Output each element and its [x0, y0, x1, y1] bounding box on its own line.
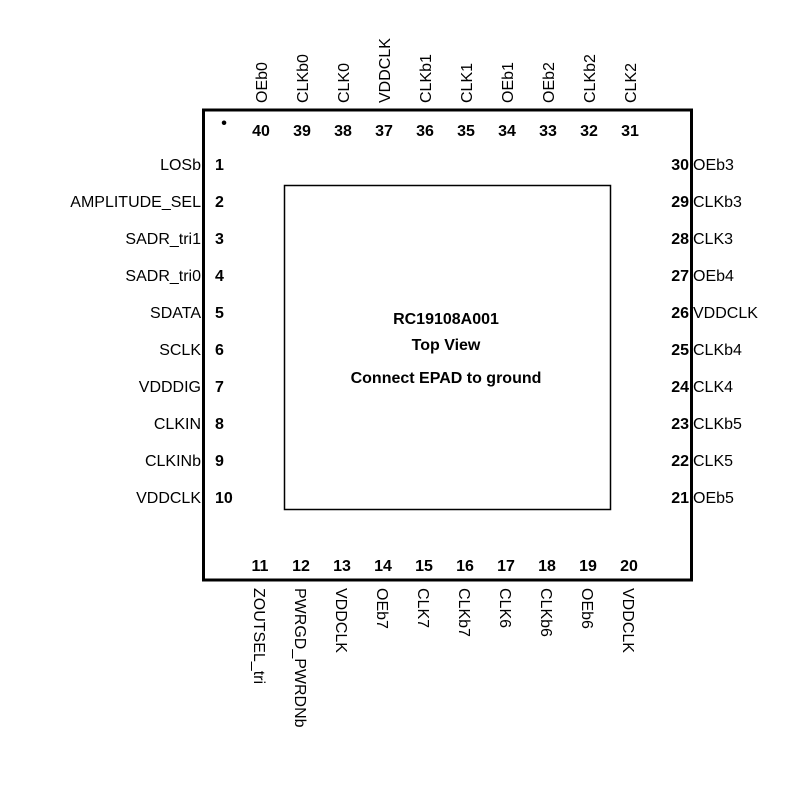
pin-number-39: 39: [293, 123, 311, 140]
pin-number-1: 1: [215, 157, 224, 174]
pin-number-20: 20: [620, 558, 638, 575]
pin-label-5: SDATA: [150, 305, 201, 322]
pin-label-9: CLKINb: [145, 453, 201, 470]
pin-number-40: 40: [252, 123, 270, 140]
view-label: Top View: [412, 337, 481, 354]
pin-label-27: OEb4: [693, 268, 734, 285]
pin-label-8: CLKIN: [154, 416, 201, 433]
pin-label-32: CLKb2: [582, 54, 599, 103]
pin-label-28: CLK3: [693, 231, 733, 248]
part-number: RC19108A001: [393, 311, 499, 328]
pin-number-12: 12: [292, 558, 310, 575]
pin-number-2: 2: [215, 194, 224, 211]
pin-label-26: VDDCLK: [693, 305, 758, 322]
pin-label-33: OEb2: [541, 62, 558, 103]
pin-number-18: 18: [538, 558, 556, 575]
pin-label-34: OEb1: [500, 62, 517, 103]
pin-label-37: VDDCLK: [377, 38, 394, 103]
pin-label-24: CLK4: [693, 379, 733, 396]
pin-label-11: ZOUTSEL_tri: [250, 588, 267, 684]
pin-number-29: 29: [671, 194, 689, 211]
pin1-marker: •: [221, 115, 227, 132]
pin-number-30: 30: [671, 157, 689, 174]
pin-number-23: 23: [671, 416, 689, 433]
pin-number-36: 36: [416, 123, 434, 140]
pin-label-10: VDDCLK: [136, 490, 201, 507]
pin-number-35: 35: [457, 123, 475, 140]
pin-number-25: 25: [671, 342, 689, 359]
pin-number-7: 7: [215, 379, 224, 396]
pin-label-20: VDDCLK: [619, 588, 636, 653]
pin-label-15: CLK7: [414, 588, 431, 628]
pin-number-3: 3: [215, 231, 224, 248]
pin-number-15: 15: [415, 558, 433, 575]
pin-label-36: CLKb1: [418, 54, 435, 103]
pin-label-39: CLKb0: [295, 54, 312, 103]
pin-label-4: SADR_tri0: [125, 268, 201, 285]
pin-label-6: SCLK: [159, 342, 201, 359]
pin-number-38: 38: [334, 123, 352, 140]
pin-label-30: OEb3: [693, 157, 734, 174]
pin-label-13: VDDCLK: [332, 588, 349, 653]
pin-label-25: CLKb4: [693, 342, 742, 359]
pin-number-6: 6: [215, 342, 224, 359]
epad-note: Connect EPAD to ground: [351, 370, 542, 387]
pin-number-34: 34: [498, 123, 516, 140]
pin-label-19: OEb6: [578, 588, 595, 629]
pin-label-12: PWRGD_PWRDNb: [291, 588, 308, 728]
package-outline: [202, 108, 693, 582]
pin-number-28: 28: [671, 231, 689, 248]
pin-label-7: VDDDIG: [139, 379, 201, 396]
pin-label-2: AMPLITUDE_SEL: [70, 194, 201, 211]
pin-number-13: 13: [333, 558, 351, 575]
pin-number-31: 31: [621, 123, 639, 140]
pin-number-4: 4: [215, 268, 224, 285]
pin-number-16: 16: [456, 558, 474, 575]
pin-label-21: OEb5: [693, 490, 734, 507]
pin-number-21: 21: [671, 490, 689, 507]
pin-number-37: 37: [375, 123, 393, 140]
pin-label-29: CLKb3: [693, 194, 742, 211]
exposed-pad: [283, 184, 612, 511]
pin-number-11: 11: [252, 558, 269, 575]
pin-label-18: CLKb6: [537, 588, 554, 637]
pin-number-32: 32: [580, 123, 598, 140]
pin-number-26: 26: [671, 305, 689, 322]
pin-number-8: 8: [215, 416, 224, 433]
pin-label-35: CLK1: [459, 63, 476, 103]
pin-label-3: SADR_tri1: [125, 231, 201, 248]
pin-number-17: 17: [497, 558, 515, 575]
pin-label-14: OEb7: [373, 588, 390, 629]
pin-label-16: CLKb7: [455, 588, 472, 637]
pins-layer: 1 LOSb 2 AMPLITUDE_SEL 3 SADR_tri1 4 SADR_tri0 5…: [70, 38, 758, 728]
pin-label-22: CLK5: [693, 453, 733, 470]
pin-number-22: 22: [671, 453, 689, 470]
pin-number-9: 9: [215, 453, 224, 470]
pin-label-23: CLKb5: [693, 416, 742, 433]
pin-label-17: CLK6: [496, 588, 513, 628]
pin-label-1: LOSb: [160, 157, 201, 174]
pin-number-27: 27: [671, 268, 689, 285]
pin-number-10: 10: [215, 490, 233, 507]
pin-number-24: 24: [671, 379, 689, 396]
pin-number-19: 19: [579, 558, 597, 575]
pin-label-31: CLK2: [623, 63, 640, 103]
pin-number-33: 33: [539, 123, 557, 140]
pin-label-38: CLK0: [336, 63, 353, 103]
pin-label-40: OEb0: [254, 62, 271, 103]
pin-number-14: 14: [374, 558, 392, 575]
pin-number-5: 5: [215, 305, 224, 322]
